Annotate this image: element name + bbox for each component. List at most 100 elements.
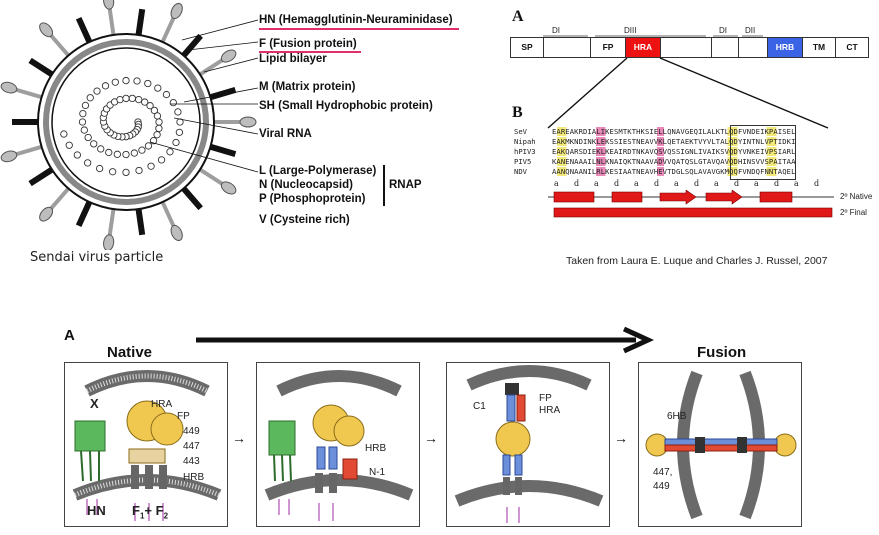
- nucleocapsid-bead: [150, 106, 159, 115]
- nucleocapsid-bead: [101, 82, 110, 90]
- virus-caption: Sendai virus particle: [30, 250, 164, 265]
- nucleocapsid-bead: [122, 168, 130, 177]
- label-hra-prehairpin: HRA: [539, 405, 561, 416]
- label-v: V (Cysteine rich): [259, 214, 350, 226]
- fusion-title: Fusion: [697, 344, 747, 361]
- hn-spike-head: [0, 81, 18, 94]
- nucleocapsid-bead: [111, 78, 119, 86]
- domain-ct: CT: [835, 37, 869, 58]
- nucleocapsid-bead: [65, 141, 73, 149]
- nucleocapsid-bead: [154, 84, 162, 92]
- domain-sp: SP: [510, 37, 544, 58]
- hn-spike-head: [220, 181, 237, 195]
- heptad-letter: d: [574, 179, 580, 188]
- label-fp-prehairpin: FP: [539, 393, 552, 404]
- virus-pointer-lines: [149, 19, 259, 173]
- nucleocapsid-bead: [141, 98, 149, 106]
- label-6hb: 6HB: [667, 411, 687, 422]
- f-spike: [135, 208, 146, 236]
- seq-name-piv5: PIV5: [514, 157, 532, 166]
- hn-spike-head: [39, 22, 54, 38]
- f-spike: [181, 186, 203, 211]
- label-f1f2: F1+ F2: [132, 503, 169, 521]
- label-hrb-intermediate: HRB: [365, 443, 387, 454]
- hn-spike-head: [220, 49, 237, 63]
- domain-blank-1: [543, 37, 591, 58]
- nucleocapsid-bead: [113, 150, 121, 158]
- mechanism-panel-prehairpin: FP HRA C1: [446, 362, 610, 527]
- native-title: Native: [107, 344, 153, 361]
- f-underline: [259, 51, 361, 53]
- secondary-structure: [548, 190, 834, 218]
- f-spike: [135, 8, 146, 36]
- hn-spike-head: [170, 224, 183, 242]
- nucleocapsid-bead: [144, 79, 152, 88]
- heptad-letter: d: [774, 179, 780, 188]
- heptad-letter: d: [814, 179, 820, 188]
- region-label-di-1: DI: [552, 26, 560, 35]
- label-lipid: Lipid bilayer: [259, 53, 327, 65]
- seq-nipah: EAKMKNDINKLEKSSIESTNEAVVKLQETAEKTVYVLTAL…: [552, 137, 796, 146]
- f-spike: [28, 57, 54, 77]
- region-label-dii: DII: [745, 26, 756, 35]
- label-hn: HN (Hemagglutinin-Neuraminidase): [259, 14, 453, 26]
- label-f: F (Fusion protein): [259, 38, 357, 50]
- nucleocapsid-bead: [97, 145, 105, 153]
- heptad-letter: a: [554, 179, 559, 188]
- step-arrow-2: →: [424, 430, 438, 446]
- hn-underline: [259, 28, 459, 30]
- nucleocapsid-bead: [130, 149, 138, 157]
- hn-spike: [47, 31, 70, 57]
- nucleocapsid-bead: [95, 164, 104, 173]
- heptad-letter: a: [714, 179, 719, 188]
- nucleocapsid-bead: [172, 138, 180, 147]
- label-449: 449: [183, 426, 200, 437]
- domain-hrb: HRB: [767, 37, 803, 58]
- nucleocapsid-bead: [122, 150, 130, 159]
- hn-spike: [12, 144, 43, 158]
- heptad-letter: a: [794, 179, 799, 188]
- seq-hpiv3: EAKQARSDIEKLKEAIRDTNKAVQSVQSSIGNLIVAIKSV…: [552, 147, 796, 156]
- label-hra-native: HRA: [151, 399, 173, 410]
- label-l: L (Large-Polymerase): [259, 165, 377, 177]
- hn-spike: [198, 167, 227, 188]
- nucleocapsid-bead: [147, 162, 155, 170]
- alignment-highlight-box: [730, 125, 796, 180]
- hn-spike-head: [239, 116, 257, 128]
- nucleocapsid-bead: [86, 94, 94, 102]
- label-hn-bottom: HN: [87, 503, 106, 518]
- hn-spike-head: [170, 2, 183, 20]
- label-c1: C1: [473, 401, 486, 412]
- structure-native-label: 2º Native: [840, 192, 873, 201]
- hn-spike-head: [103, 234, 115, 250]
- native-illustration: [72, 370, 222, 521]
- nucleocapsid-bead: [90, 140, 98, 148]
- hn-spike: [47, 187, 70, 213]
- label-443: 443: [183, 456, 200, 467]
- heptad-letter: a: [594, 179, 599, 188]
- nucleocapsid-bead: [157, 156, 166, 164]
- domain-tm: TM: [802, 37, 836, 58]
- nucleocapsid-bead: [105, 148, 113, 157]
- hn-spike-head: [103, 0, 115, 10]
- heptad-letter: d: [734, 179, 740, 188]
- mechanism-panel-intermediate: HRB N-1: [256, 362, 420, 527]
- nucleocapsid-bead: [73, 151, 81, 159]
- seq-name-ndv: NDV: [514, 167, 527, 176]
- nucleocapsid-bead: [138, 146, 146, 154]
- hn-spike: [107, 4, 116, 36]
- nucleocapsid-bead: [79, 109, 87, 118]
- f-spike: [181, 33, 203, 58]
- domain-blank-3: [711, 37, 739, 58]
- heptad-letter: a: [754, 179, 759, 188]
- seq-name-nipah: Nipah: [514, 137, 536, 146]
- seq-name-hpiv3: hPIV3: [514, 147, 536, 156]
- label-n-1: N-1: [369, 467, 386, 478]
- rnap-bracket: [383, 165, 385, 206]
- hn-spike: [160, 201, 177, 231]
- nucleocapsid-bead: [144, 142, 153, 150]
- label-p: P (Phosphoprotein): [259, 193, 366, 205]
- label-hrb-native: HRB: [183, 472, 205, 483]
- fusion-illustration: [645, 370, 797, 520]
- f-spike: [75, 200, 93, 227]
